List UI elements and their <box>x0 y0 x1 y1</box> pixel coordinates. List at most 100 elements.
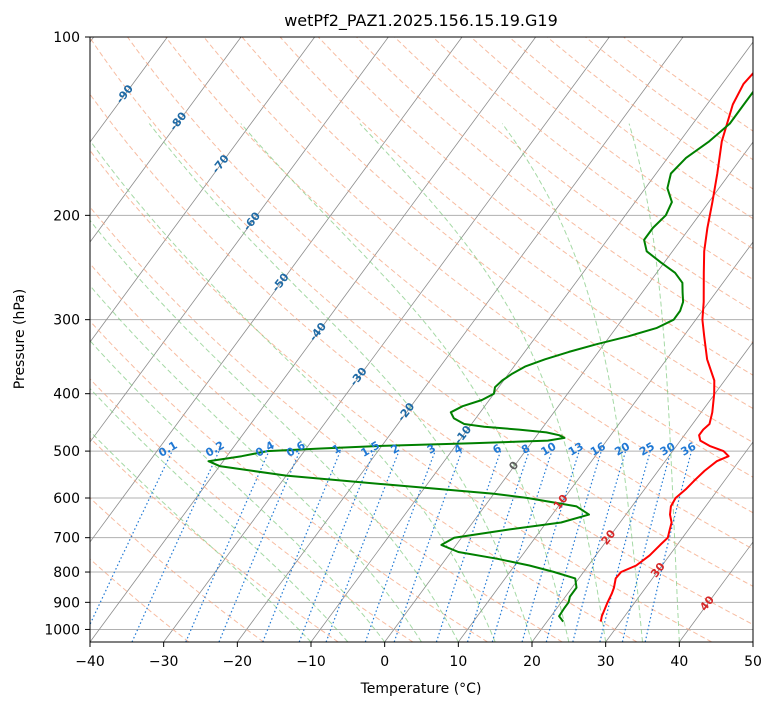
mixing-ratio-line <box>545 450 602 642</box>
y-axis-label: Pressure (hPa) <box>12 289 28 389</box>
mixing-ratio-label: 30 <box>658 440 678 459</box>
plot-frame <box>89 36 754 643</box>
isotherm-gridline <box>90 37 168 143</box>
dewpoint-profile <box>207 90 753 623</box>
y-tick-label: 300 <box>53 313 80 329</box>
mixing-ratio-label: 0.2 <box>203 439 226 460</box>
y-tick-label: 100 <box>53 30 80 46</box>
x-tick-label: 40 <box>670 654 688 670</box>
mixing-ratio-label: 13 <box>566 440 586 459</box>
mixing-ratio-label: 6 <box>491 441 504 456</box>
y-tick-label: 500 <box>53 444 80 460</box>
dry-adiabat <box>90 149 712 642</box>
isotherm-gridline <box>90 37 316 343</box>
x-tick-label: −10 <box>296 654 326 670</box>
dry-adiabat <box>90 263 563 642</box>
y-tick-label: 200 <box>53 208 80 224</box>
mixing-ratio-line <box>621 450 672 642</box>
isotherm-label: 20 <box>599 527 619 547</box>
mixing-ratio-line <box>185 450 270 642</box>
moist-adiabat <box>240 123 570 642</box>
isotherm-label: -50 <box>269 270 292 294</box>
isotherm-gridline <box>90 37 389 443</box>
dry-adiabat <box>279 37 753 410</box>
mixing-ratio-label: 0.4 <box>253 438 277 459</box>
y-tick-label: 600 <box>53 491 80 507</box>
x-tick-label: 50 <box>744 654 762 670</box>
dry-adiabat <box>90 206 638 642</box>
mixing-ratio-line <box>364 450 436 642</box>
dry-adiabat <box>90 320 488 642</box>
isotherm-gridline <box>90 37 463 543</box>
isotherm-gridline <box>310 41 753 642</box>
isotherm-gridline <box>384 141 753 642</box>
dry-adiabat <box>317 37 753 376</box>
isotherm-label: 10 <box>551 492 571 512</box>
mixing-ratio-line <box>131 450 220 642</box>
dry-adiabat <box>508 37 753 220</box>
moist-adiabat <box>90 139 496 642</box>
dry-adiabat <box>165 37 753 514</box>
moist-adiabat <box>90 430 312 642</box>
mixing-ratio-label: 0.1 <box>156 439 179 460</box>
mixing-ratio-line <box>90 450 173 626</box>
isotherm-label: -30 <box>347 365 370 389</box>
isotherm-gridline <box>531 341 753 642</box>
chart-title: wetPf2_PAZ1.2025.156.15.19.G19 <box>284 11 558 31</box>
x-tick-label: 0 <box>380 654 389 670</box>
x-tick-label: 10 <box>449 654 467 670</box>
temperature-profile <box>599 71 753 622</box>
isotherm-gridline <box>237 37 684 642</box>
mixing-ratio-label: 0.6 <box>284 438 308 459</box>
dry-adiabat <box>241 37 753 444</box>
dry-adiabat <box>90 497 264 642</box>
mixing-ratio-line <box>491 450 553 642</box>
x-axis-label: Temperature (°C) <box>360 681 482 697</box>
moist-adiabat <box>628 123 680 642</box>
y-tick-label: 800 <box>53 565 80 581</box>
isotherm-label: -90 <box>113 82 136 106</box>
dry-adiabat <box>356 37 753 344</box>
moist-adiabat <box>90 340 386 642</box>
isotherm-gridline <box>605 441 753 642</box>
isotherm-label: -20 <box>395 400 418 424</box>
isotherm-gridline <box>679 541 753 642</box>
moist-adiabat <box>90 387 349 642</box>
moist-adiabat <box>90 219 459 642</box>
y-tick-label: 1000 <box>44 622 80 638</box>
y-tick-label: 400 <box>53 387 80 403</box>
x-tick-label: 20 <box>523 654 541 670</box>
isotherm-label: 0 <box>506 458 521 472</box>
dry-adiabat <box>470 37 753 250</box>
moist-adiabat <box>359 123 607 642</box>
dry-adiabat <box>623 37 753 132</box>
dry-adiabat <box>546 37 753 190</box>
dry-adiabat <box>394 37 753 312</box>
mixing-ratio-label: 10 <box>539 440 559 459</box>
mixing-ratio-line <box>572 450 627 642</box>
isotherm-gridline <box>90 37 537 642</box>
mixing-ratio-line <box>521 450 580 642</box>
mixing-ratio-label: 2 <box>389 442 402 457</box>
isotherm-label: -60 <box>241 209 264 233</box>
isotherm-label: 30 <box>648 560 668 580</box>
mixing-ratio-line <box>218 450 301 642</box>
moist-adiabat <box>90 284 422 642</box>
mixing-ratio-label: 36 <box>679 440 699 459</box>
isotherm-label: -100 <box>57 53 84 83</box>
moist-adiabat <box>501 123 643 642</box>
mixing-ratio-label: 25 <box>637 440 657 459</box>
dry-adiabat <box>127 37 753 550</box>
mixing-ratio-line <box>644 450 693 642</box>
mixing-ratio-label: 1 <box>330 442 343 457</box>
isotherm-gridline <box>163 37 610 642</box>
isotherm-label: -40 <box>307 320 330 344</box>
mixing-ratio-label: 20 <box>612 440 632 459</box>
isotherm-gridline <box>90 37 242 243</box>
isotherm-label: -70 <box>209 152 232 176</box>
x-tick-label: 30 <box>597 654 615 670</box>
y-tick-label: 900 <box>53 595 80 611</box>
x-tick-label: −20 <box>223 654 253 670</box>
mixing-ratio-label: 1.5 <box>359 439 382 460</box>
